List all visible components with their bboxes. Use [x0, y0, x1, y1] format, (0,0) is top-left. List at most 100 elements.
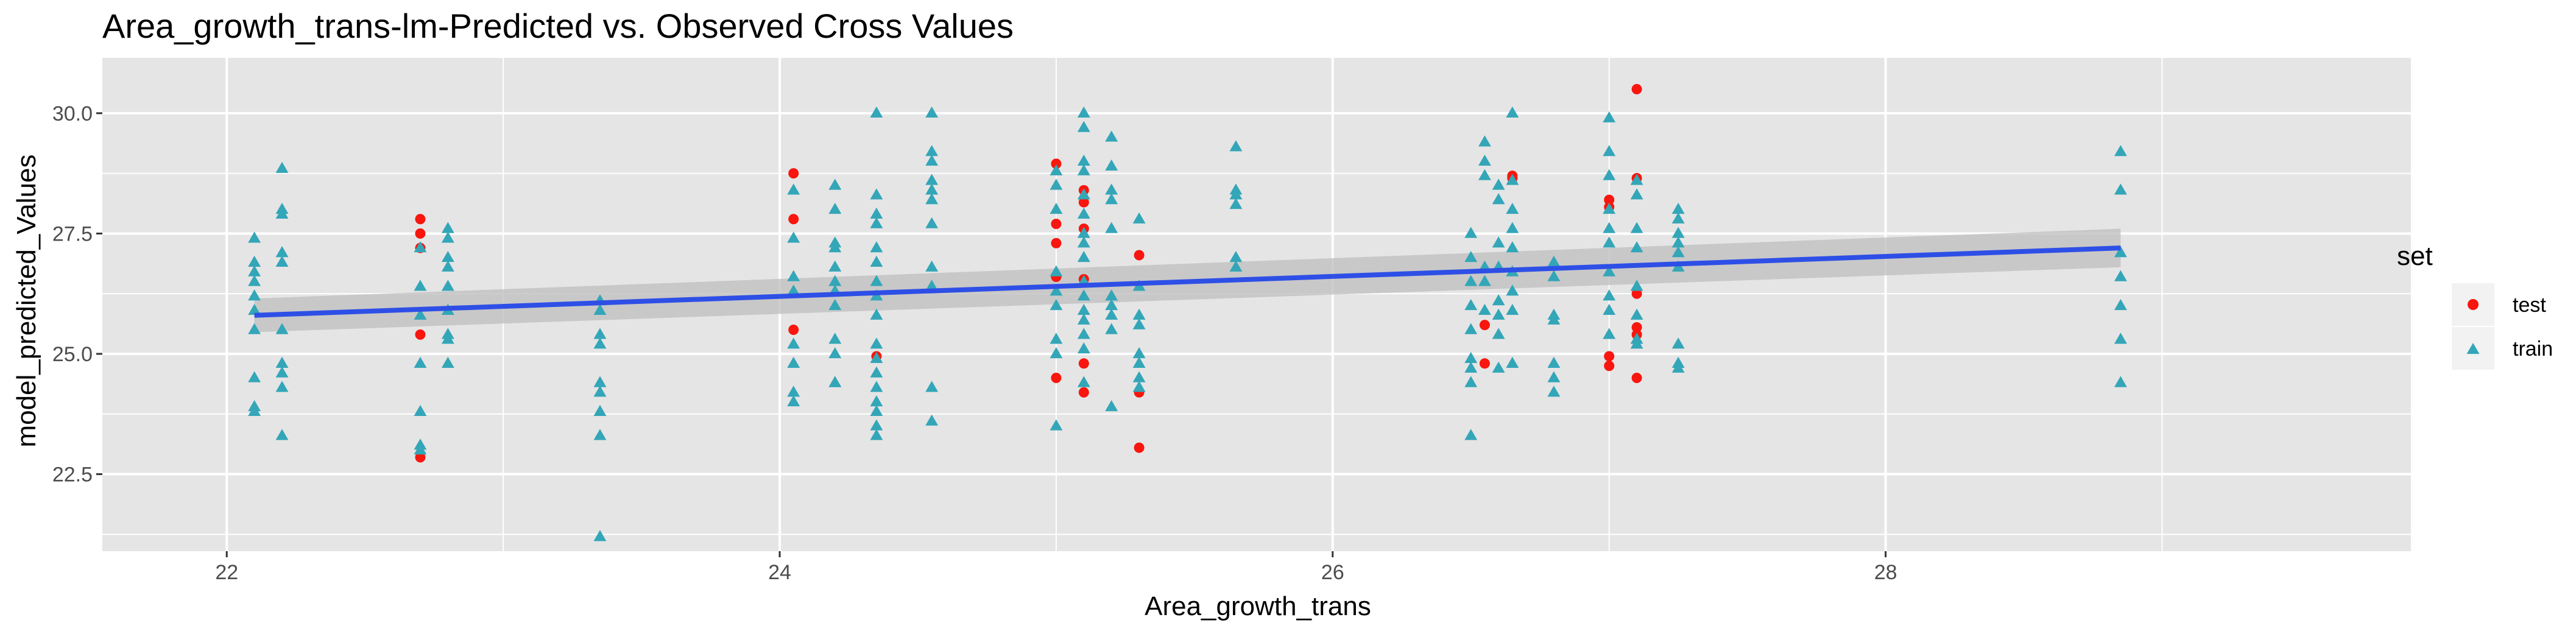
test-point [1604, 361, 1615, 372]
train-point [925, 174, 939, 185]
test-point [1051, 373, 1062, 384]
train-point [1547, 270, 1561, 281]
train-point [1603, 145, 1616, 157]
train-point [441, 222, 454, 233]
train-point [593, 328, 607, 339]
train-point [1077, 313, 1090, 325]
train-point [787, 183, 800, 195]
train-point [1050, 265, 1063, 276]
test-point [1078, 387, 1089, 398]
train-point [828, 241, 842, 253]
train-point [1603, 202, 1616, 214]
x-axis-ticks: 22 24 26 28 [215, 551, 1897, 584]
train-point [1464, 275, 1478, 286]
train-point [828, 298, 842, 311]
train-point [1506, 222, 1519, 233]
y-axis-ticks: 22.5 25.0 27.5 30.0 [52, 102, 102, 487]
train-point [1132, 318, 1146, 329]
test-point [415, 228, 426, 239]
train-point [925, 381, 939, 392]
train-point [870, 381, 883, 392]
train-point [275, 356, 289, 368]
test-point [788, 168, 799, 179]
train-point [2114, 145, 2127, 157]
train-point [870, 106, 883, 118]
train-point [787, 337, 800, 349]
train-point [2114, 270, 2127, 281]
train-point [1464, 351, 1478, 364]
train-point [275, 323, 289, 334]
train-point [870, 337, 883, 349]
train-point [414, 356, 427, 368]
train-point [1671, 246, 1685, 258]
train-point [870, 404, 883, 416]
legend-title: set [2397, 241, 2433, 271]
train-point [1050, 347, 1063, 359]
train-point [1506, 356, 1519, 368]
train-point [1630, 222, 1643, 233]
train-point [1671, 361, 1685, 373]
train-points [248, 106, 2127, 541]
train-point [441, 333, 454, 344]
train-point [870, 429, 883, 440]
train-point [1603, 289, 1616, 301]
train-point [1464, 298, 1478, 311]
train-point [1464, 323, 1478, 334]
train-point [828, 376, 842, 387]
train-point [1077, 121, 1090, 132]
test-point [415, 214, 426, 225]
x-tick-label: 22 [215, 561, 238, 584]
train-point [1492, 294, 1505, 306]
train-point [275, 381, 289, 392]
train-point [1077, 154, 1090, 166]
train-point [1132, 347, 1146, 359]
train-point [275, 246, 289, 258]
train-point [248, 404, 261, 416]
train-point [1630, 308, 1643, 320]
train-point [2114, 333, 2127, 344]
test-point [1078, 197, 1089, 208]
train-point [828, 178, 842, 190]
train-point [441, 260, 454, 272]
train-point [1050, 178, 1063, 190]
test-point [415, 452, 426, 463]
train-point [1478, 275, 1491, 286]
train-point [1050, 298, 1063, 311]
train-point [870, 255, 883, 267]
test-point [1631, 322, 1642, 333]
train-point [1478, 169, 1491, 180]
train-point [925, 217, 939, 228]
train-point [1229, 140, 1243, 152]
train-point [1464, 361, 1478, 373]
y-tick-label: 25.0 [52, 343, 93, 366]
train-point [1478, 303, 1491, 315]
train-point [787, 270, 800, 281]
legend: set test train [2397, 241, 2553, 370]
train-point [1603, 303, 1616, 315]
train-point [1478, 135, 1491, 147]
train-point [1105, 298, 1118, 311]
train-point [593, 386, 607, 397]
train-point [925, 183, 939, 195]
train-point [1105, 193, 1118, 205]
train-point [248, 231, 261, 243]
train-point [1077, 188, 1090, 200]
y-tick-label: 27.5 [52, 222, 93, 245]
test-point [1631, 373, 1642, 384]
x-tick-label: 28 [1874, 561, 1897, 584]
train-point [1630, 188, 1643, 200]
train-point [925, 193, 939, 205]
train-point [1105, 130, 1118, 142]
train-point [925, 154, 939, 166]
train-point [1506, 106, 1519, 118]
x-tick-label: 24 [768, 561, 791, 584]
test-point [1134, 442, 1145, 453]
train-point [787, 231, 800, 243]
train-point [870, 366, 883, 378]
test-point [1051, 238, 1062, 248]
train-point [1105, 183, 1118, 195]
train-point [1547, 386, 1561, 397]
train-point [593, 530, 607, 541]
train-point [1077, 303, 1090, 315]
train-point [1547, 255, 1561, 267]
